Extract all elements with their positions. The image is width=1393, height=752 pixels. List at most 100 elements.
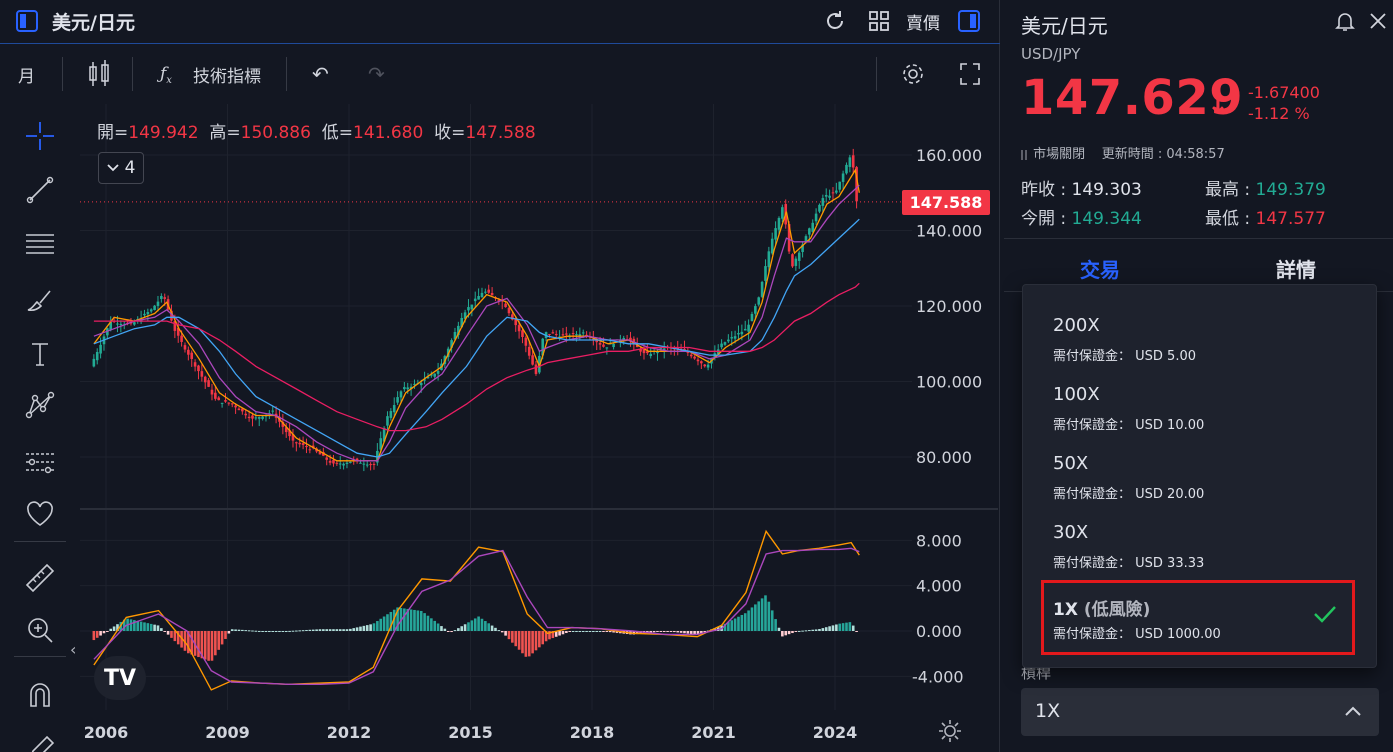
layout-grid-icon[interactable] [866, 8, 892, 34]
macd-histogram-bar [450, 631, 453, 633]
candle-body [328, 460, 332, 463]
candle-body [308, 449, 312, 451]
macd-histogram-bar [271, 631, 275, 632]
crosshair-icon[interactable] [22, 118, 58, 154]
candle-body [824, 194, 828, 197]
brush-icon[interactable] [22, 282, 58, 318]
leverage-option-200x[interactable]: 200X 需付保證金： USD 5.00 [1053, 315, 1196, 364]
candle-body [176, 327, 180, 336]
selected-option-margin: 需付保證金： USD 1000.00 [1053, 627, 1221, 642]
macd-histogram-bar [797, 630, 801, 632]
candle-body [210, 389, 214, 395]
macd-tick-label: 0.000 [916, 622, 962, 641]
candle-body [480, 292, 484, 298]
leverage-option-50x[interactable]: 50X 需付保證金： USD 20.00 [1053, 453, 1205, 502]
high-value: 150.886 [240, 123, 311, 143]
candle-body [787, 224, 791, 252]
bell-icon[interactable] [1334, 10, 1356, 32]
candle-body [227, 402, 231, 404]
text-tool-icon[interactable] [22, 336, 58, 372]
candle-body [686, 351, 690, 353]
macd-histogram-bar [268, 631, 271, 632]
candle-body [160, 295, 163, 299]
macd-histogram-bar [257, 630, 261, 632]
macd-histogram-bar [504, 631, 507, 636]
forecast-icon[interactable] [22, 444, 58, 480]
macd-histogram-bar [109, 628, 113, 631]
macd-histogram-bar [305, 629, 308, 631]
redo-icon[interactable]: ↷ [368, 62, 385, 86]
candle-body [656, 351, 659, 354]
macd-histogram-bar [683, 631, 686, 634]
tab-detail[interactable]: 詳情 [1276, 258, 1316, 282]
macd-histogram-bar [396, 607, 399, 631]
macd-histogram-bar [166, 631, 170, 635]
settings-gear-icon[interactable] [900, 45, 926, 103]
undo-icon[interactable]: ↶ [312, 62, 329, 86]
macd-tick-label: 4.000 [916, 577, 962, 596]
magnet-icon[interactable] [22, 678, 58, 714]
fullscreen-icon[interactable] [958, 45, 982, 103]
y-axis-tick-label: 160.000 [916, 146, 982, 165]
candle-body [470, 304, 474, 310]
candle-body [754, 306, 757, 314]
ruler-icon[interactable] [22, 560, 58, 596]
toolbar-divider [14, 541, 66, 542]
change-percent: -1.12 % [1248, 104, 1310, 123]
candle-body [612, 343, 615, 348]
candle-body [261, 416, 264, 419]
price-chart[interactable]: 160.000 140.000 120.000 100.000 80.000 8.000 4… [80, 104, 998, 752]
candle-body [747, 324, 750, 332]
low-stat-value: 147.577 [1255, 209, 1326, 229]
high-stat: 最高 : 149.379 [1205, 180, 1326, 200]
macd-histogram-bar [531, 631, 534, 654]
candle-body [845, 164, 848, 174]
candle-body [760, 281, 764, 297]
panel-toggle-icon[interactable] [956, 8, 982, 34]
macd-histogram-bar [143, 622, 146, 631]
heart-icon[interactable] [22, 496, 58, 532]
indicators-button[interactable]: 技術指標 [193, 66, 261, 87]
down-arrow-icon: ↓ [1207, 90, 1229, 120]
candle-body [477, 295, 480, 300]
macd-histogram-bar [413, 609, 416, 631]
trend-line-icon[interactable] [22, 172, 58, 208]
macd-histogram-bar [311, 629, 315, 631]
tradingview-logo[interactable]: TV [94, 656, 146, 700]
candle-body [794, 258, 798, 266]
refresh-icon[interactable] [822, 8, 848, 34]
leverage-select[interactable]: 1X [1021, 688, 1379, 736]
zoom-in-icon[interactable] [22, 612, 58, 648]
macd-histogram-bar [784, 631, 788, 636]
candle-body [797, 252, 801, 261]
macd-histogram-bar [554, 631, 558, 637]
sidebar-toggle-icon[interactable] [16, 10, 38, 32]
macd-histogram-bar [359, 626, 362, 631]
leverage-option-100x[interactable]: 100X 需付保證金： USD 10.00 [1053, 384, 1205, 433]
top-bar: 美元/日元 賣價 [0, 0, 1000, 44]
indicator-layers-button[interactable]: 4 [98, 152, 144, 184]
pattern-icon[interactable] [22, 388, 58, 424]
candle-body [801, 244, 804, 253]
candle-body [95, 351, 99, 361]
candle-body [693, 356, 696, 359]
pencil-icon[interactable] [22, 732, 58, 752]
leverage-option-1x-selected[interactable]: 1X (低風險) 需付保證金： USD 1000.00 [1041, 580, 1355, 655]
candle-body [413, 383, 416, 385]
macd-histogram-bar [764, 595, 767, 631]
macd-histogram-bar [284, 631, 288, 632]
theme-toggle-icon[interactable] [937, 718, 963, 744]
macd-histogram-bar [264, 631, 268, 632]
horizontal-lines-icon[interactable] [22, 226, 58, 262]
candle-body [284, 427, 288, 433]
sell-price-button[interactable]: 賣價 [906, 14, 940, 34]
tab-trade[interactable]: 交易 [1080, 258, 1120, 282]
interval-button[interactable]: 月 [18, 66, 35, 87]
leverage-option-30x[interactable]: 30X 需付保證金： USD 33.33 [1053, 522, 1205, 571]
candlestick-icon[interactable] [86, 45, 112, 103]
macd-histogram-bar [227, 631, 231, 634]
close-icon[interactable] [1367, 10, 1389, 32]
collapse-toolbar-icon[interactable]: ‹ [70, 640, 77, 659]
candle-body [700, 361, 703, 364]
